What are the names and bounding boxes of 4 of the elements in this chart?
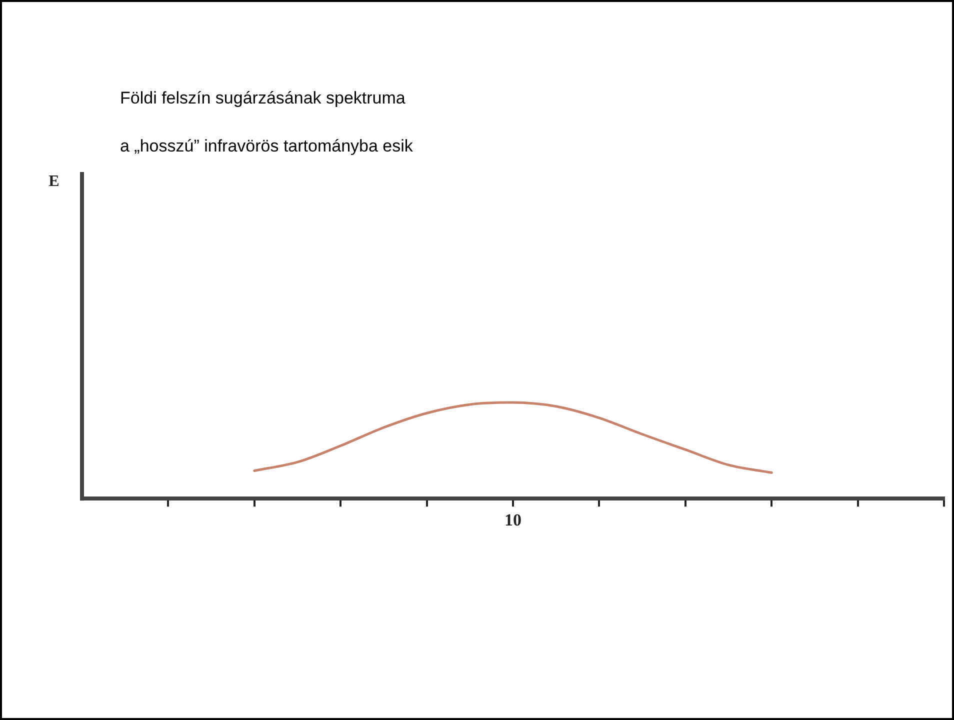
chart-title: Földi felszín sugárzásának spektruma: [120, 88, 406, 108]
text: E: [48, 173, 60, 190]
text: 10: [504, 510, 522, 530]
chart-subtitle: a „hosszú” infravörös tartományba esik: [120, 136, 414, 156]
